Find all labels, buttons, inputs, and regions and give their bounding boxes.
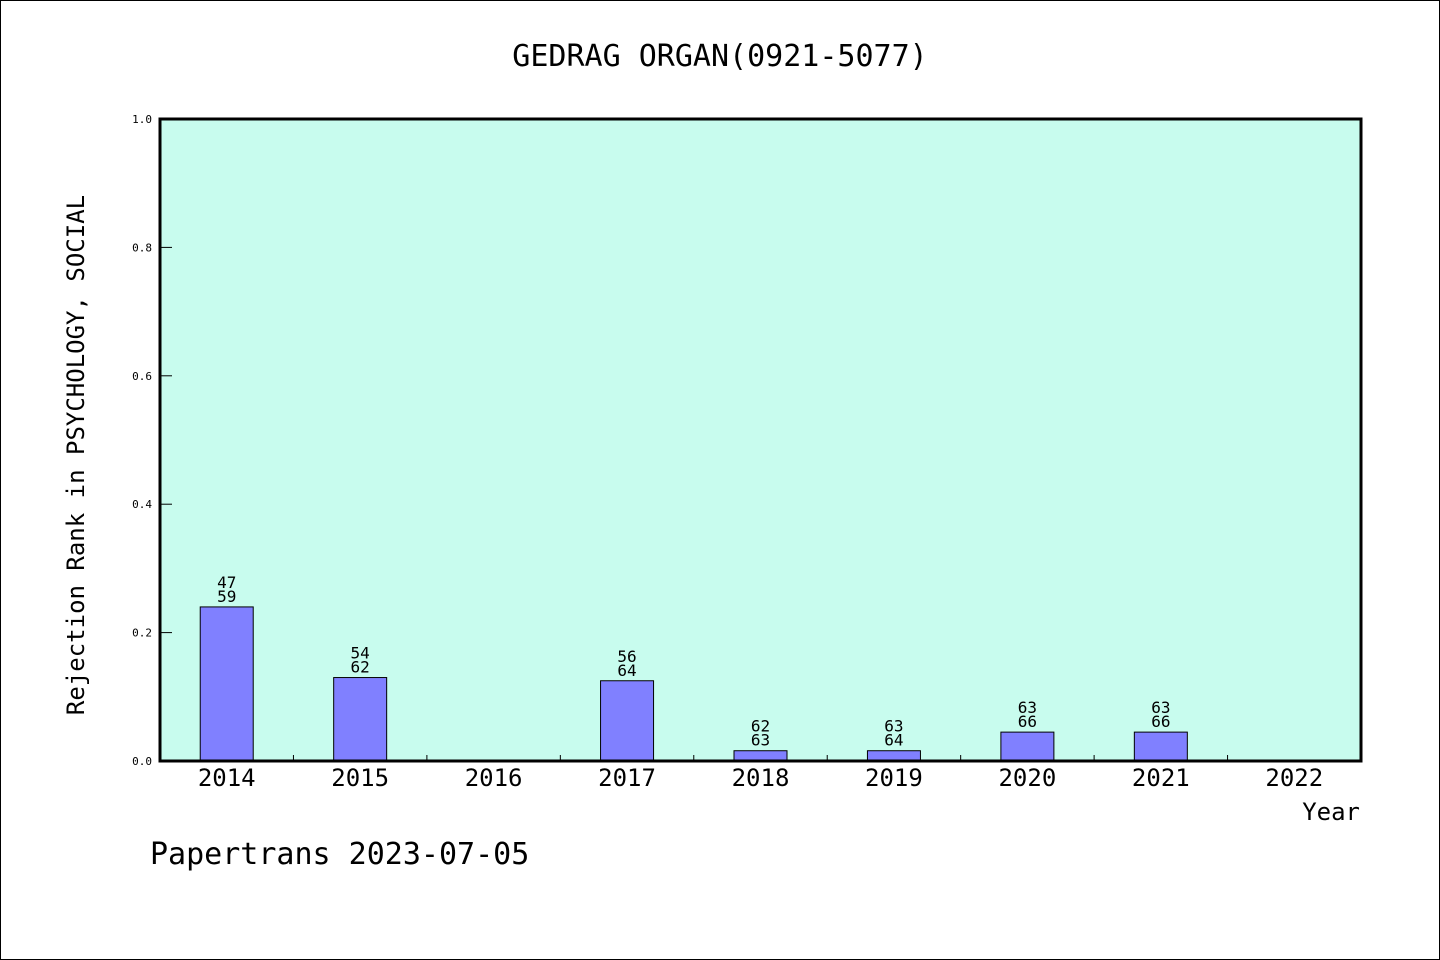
x-tick-label: 2019 xyxy=(865,764,923,792)
bar-data-label: 64 xyxy=(884,731,903,750)
y-tick-label: 0.0 xyxy=(132,755,152,768)
chart-title: GEDRAG ORGAN(0921-5077) xyxy=(512,39,927,74)
y-tick-label: 0.6 xyxy=(132,370,152,383)
plot-border xyxy=(158,117,1363,763)
bar-2014 xyxy=(199,606,254,762)
bar-data-label: 54 xyxy=(351,644,370,663)
plot-area xyxy=(160,119,1361,761)
x-tick-label: 2022 xyxy=(1265,764,1323,792)
bar-data-label: 64 xyxy=(617,661,636,680)
bar-2021 xyxy=(1133,731,1188,762)
x-tick-label: 2016 xyxy=(465,764,523,792)
bar-2018 xyxy=(733,750,788,762)
x-axis-label: Year xyxy=(1302,798,1360,826)
bar-2019 xyxy=(866,750,921,762)
bar-data-label: 56 xyxy=(617,647,636,666)
bar-data-label: 63 xyxy=(751,731,770,750)
y-tick-label: 0.4 xyxy=(132,498,152,511)
bar-data-label: 59 xyxy=(217,587,236,606)
x-tick-label: 2018 xyxy=(732,764,790,792)
x-tick-label: 2020 xyxy=(998,764,1056,792)
bar-2015 xyxy=(333,677,388,762)
bar-data-label: 63 xyxy=(884,717,903,736)
y-tick-label: 0.8 xyxy=(132,241,152,254)
x-tick-label: 2017 xyxy=(598,764,656,792)
x-tick-label: 2021 xyxy=(1132,764,1190,792)
y-tick-label: 1.0 xyxy=(132,113,152,126)
bar-2020 xyxy=(1000,731,1055,762)
x-tick-label: 2014 xyxy=(198,764,256,792)
bars-layer xyxy=(199,606,1188,762)
bar-data-label: 63 xyxy=(1151,698,1170,717)
bar-data-label: 47 xyxy=(217,573,236,592)
footer-credit: Papertrans 2023-07-05 xyxy=(150,837,529,872)
bar-2017 xyxy=(600,680,655,762)
bar-data-label: 63 xyxy=(1018,698,1037,717)
bar-data-label: 66 xyxy=(1151,712,1170,731)
bar-data-label: 62 xyxy=(351,658,370,677)
bar-data-label: 66 xyxy=(1018,712,1037,731)
y-axis-label: Rejection Rank in PSYCHOLOGY, SOCIAL xyxy=(62,195,90,715)
y-tick-label: 0.2 xyxy=(132,627,152,640)
x-tick-label: 2015 xyxy=(331,764,389,792)
bar-data-label: 62 xyxy=(751,717,770,736)
axes-layer: 2014 2015 2016 2017 2018 2019 2020 2021 2022 0.0 0… xyxy=(132,113,1323,792)
